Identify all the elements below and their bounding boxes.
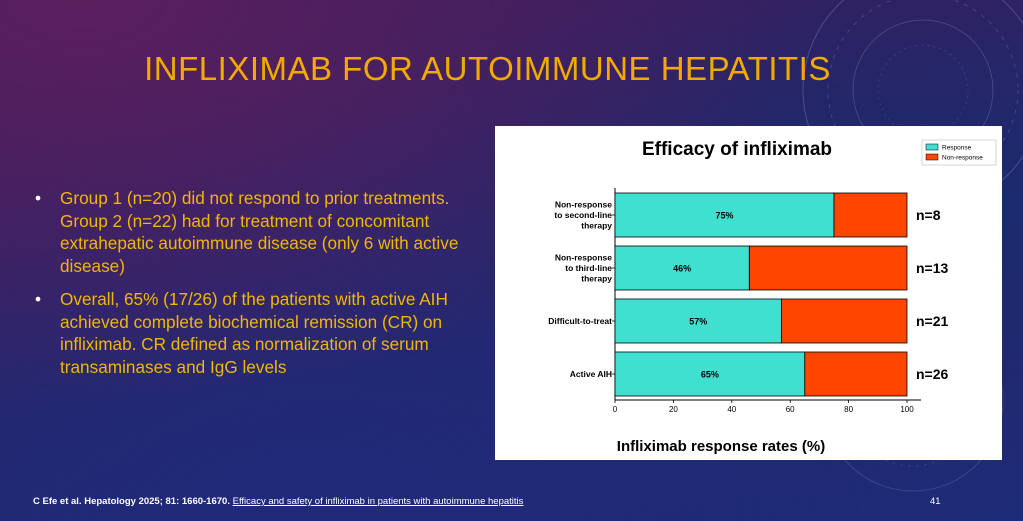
x-tick-label: 100 — [900, 405, 914, 414]
bullet-list: • Group 1 (n=20) did not respond to prio… — [35, 187, 490, 389]
bar-n-label: n=8 — [916, 207, 941, 223]
bar-data-label: 75% — [715, 211, 733, 221]
chart-title: Efficacy of infliximab — [642, 139, 832, 160]
legend-swatch-response — [925, 143, 939, 151]
legend-label-non-response: Non-response — [942, 155, 983, 162]
y-tick-label: to second-line — [554, 210, 612, 220]
y-tick-label: to third-line — [565, 263, 612, 273]
bar-non-response — [804, 351, 908, 397]
chart-image: Efficacy of infliximab Response Non-respon… — [495, 126, 1002, 460]
efficacy-bar-chart: Efficacy of infliximab Response Non-respon… — [548, 139, 997, 455]
bar-n-label: n=26 — [916, 366, 949, 382]
bar-n-label: n=21 — [916, 313, 949, 329]
y-tick-label: therapy — [581, 221, 612, 231]
y-tick-label: therapy — [581, 274, 612, 284]
article-link[interactable]: Efficacy and safety of infliximab in pat… — [232, 496, 524, 507]
bullet-glyph: • — [35, 289, 42, 309]
page-number: 41 — [930, 496, 941, 507]
y-tick-label: Non-response — [555, 253, 612, 263]
bullet-text: Group 1 (n=20) did not respond to prior … — [60, 188, 459, 276]
legend-swatch-non-response — [925, 153, 939, 161]
bullet-item: • Group 1 (n=20) did not respond to prio… — [35, 187, 490, 277]
bullet-text: Overall, 65% (17/26) of the patients wit… — [60, 289, 448, 377]
x-tick-label: 40 — [727, 405, 736, 414]
x-axis-label: Infliximab response rates (%) — [617, 438, 825, 455]
bar-data-label: 65% — [701, 370, 719, 380]
y-tick-label: Difficult-to-treat — [548, 316, 612, 326]
slide-title: INFLIXIMAB FOR AUTOIMMUNE HEPATITIS — [144, 50, 831, 87]
bar-non-response — [748, 245, 908, 291]
bar-response — [614, 298, 782, 344]
bar-data-label: 57% — [689, 317, 707, 327]
y-tick-label: Non-response — [555, 200, 612, 210]
footer-reference: C Efe et al. Hepatology 2025; 81: 1660-1… — [33, 496, 523, 507]
bar-non-response — [781, 298, 908, 344]
bar-data-label: 46% — [673, 264, 691, 274]
legend-label-response: Response — [942, 145, 972, 152]
citation-text: C Efe et al. Hepatology 2025; 81: 1660-1… — [33, 496, 230, 507]
bar-response — [614, 192, 835, 238]
x-tick-label: 0 — [613, 405, 618, 414]
x-tick-label: 20 — [669, 405, 678, 414]
y-tick-label: Active AIH — [570, 369, 612, 379]
bullet-item: • Overall, 65% (17/26) of the patients w… — [35, 288, 490, 378]
bar-n-label: n=13 — [916, 260, 949, 276]
bullet-glyph: • — [35, 188, 42, 208]
x-tick-label: 60 — [786, 405, 795, 414]
bar-non-response — [833, 192, 908, 238]
x-tick-label: 80 — [844, 405, 853, 414]
